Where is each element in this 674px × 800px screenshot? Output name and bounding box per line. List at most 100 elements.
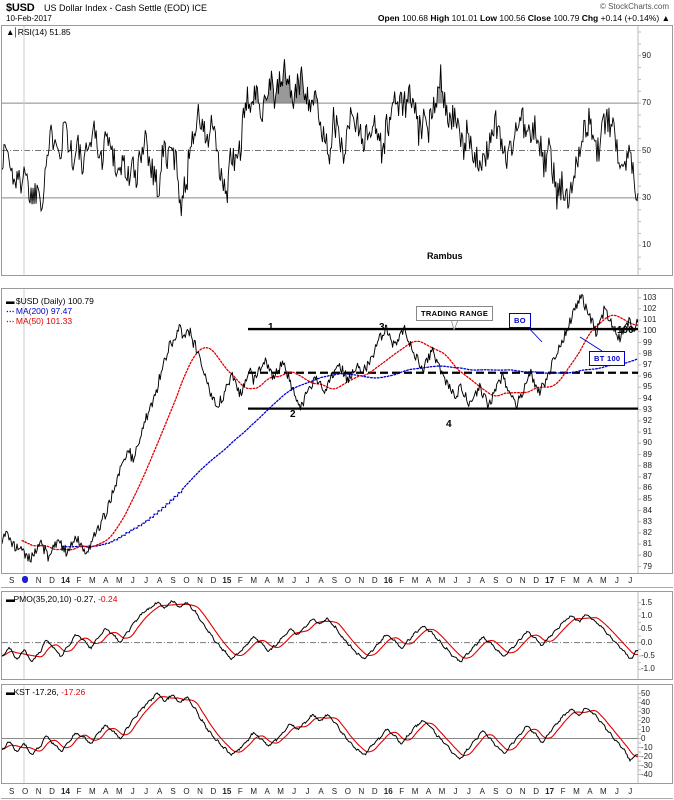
date-tick-21: J (292, 576, 297, 585)
wave-label-3: 3 (379, 322, 385, 333)
price-ytick-85: 85 (643, 494, 652, 504)
date-tick-33: J (453, 576, 458, 585)
close-label: Close (527, 13, 551, 23)
price-ytick-94: 94 (643, 393, 652, 403)
date-bottom-tick-4: 14 (61, 787, 70, 796)
price-ytick-87: 87 (643, 471, 652, 481)
date-tick-7: A (103, 576, 109, 585)
price-ytick-95: 95 (643, 382, 652, 392)
date-tick-2: N (35, 576, 42, 585)
date-tick-26: N (358, 576, 365, 585)
date-bottom-tick-7: A (103, 787, 109, 796)
date-tick-19: A (264, 576, 270, 585)
price-ytick-99: 99 (643, 337, 652, 347)
price-ytick-100: 100 (643, 326, 657, 336)
date-bottom-tick-29: F (399, 787, 405, 796)
date-bottom-tick-6: M (89, 787, 96, 796)
kst-ytick--30: -30 (641, 760, 653, 770)
wave-label-2: 2 (290, 409, 296, 420)
date-tick-34: J (466, 576, 471, 585)
pmo-ytick--1.0: -1.0 (641, 664, 655, 674)
price-ytick-97: 97 (643, 359, 652, 369)
date-bottom-tick-23: A (318, 787, 324, 796)
high-value: 101.01 (451, 13, 478, 23)
kst-ytick-50: 50 (641, 688, 650, 698)
date-tick-12: S (170, 576, 176, 585)
date-tick-4: 14 (61, 576, 70, 585)
price-plot (2, 289, 641, 573)
ma200-legend-text: MA(200) 97.47 (15, 306, 73, 316)
price-ytick-93: 93 (643, 404, 652, 414)
chart-date: 10-Feb-2017 (6, 14, 52, 23)
price-ytick-98: 98 (643, 348, 652, 358)
date-axis: SOND14FMAMJJASOND15FMAMJJASOND16FMAMJJAS… (1, 574, 673, 588)
rsi-ytick-70: 70 (642, 98, 651, 108)
date-bottom-tick-28: 16 (383, 787, 393, 796)
breakout-callout: BO (509, 313, 531, 328)
date-bottom-tick-17: F (237, 787, 243, 796)
price-ytick-92: 92 (643, 415, 652, 425)
pmo-ytick-1.5: 1.5 (641, 597, 653, 607)
open-label: Open (377, 13, 400, 23)
ma200-swatch-icon: ⋯ (6, 306, 14, 316)
pmo-legend-text: PMO(35,20,10) -0.27, (13, 594, 96, 604)
date-bottom-tick-36: S (493, 787, 499, 796)
date-tick-13: O (183, 576, 190, 585)
kst-signal-value: -17.26 (61, 687, 86, 697)
price-panel (1, 288, 673, 574)
date-axis-rule (1, 587, 673, 588)
date-bottom-tick-1: O (22, 787, 29, 796)
date-tick-8: M (115, 576, 123, 585)
date-tick-42: M (573, 576, 580, 585)
wave-label-1: 1 (268, 322, 274, 333)
kst-ytick--20: -20 (641, 751, 653, 761)
date-bottom-tick-31: A (425, 787, 432, 796)
price-legend: ▬ $USD (Daily) 100.79 ⋯ MA(200) 97.47 ⋯ … (6, 296, 94, 326)
date-bottom-tick-20: M (277, 787, 284, 796)
date-bottom-tick-27: D (371, 787, 378, 796)
date-tick-31: A (425, 576, 432, 585)
date-tick-20: M (277, 576, 284, 585)
pmo-plot (2, 592, 641, 679)
date-bottom-tick-32: M (438, 787, 446, 796)
date-bottom-tick-43: A (587, 787, 593, 796)
low-value: 100.56 (499, 13, 526, 23)
date-bottom-tick-11: A (156, 787, 163, 796)
change-arrow-icon: ▲ (661, 13, 670, 23)
date-axis-bottom: S O N D 14 F M A M J J A S O N D 15 F M A M J J A S O N D 16 F M A M J J A S… (1, 785, 673, 799)
date-bottom-tick-3: D (49, 787, 55, 796)
date-bottom-tick-37: O (506, 787, 513, 796)
rsi-ytick-90: 90 (642, 50, 651, 60)
date-tick-22: J (305, 576, 310, 585)
date-bottom-tick-5: F (76, 787, 82, 796)
price-ytick-83: 83 (643, 516, 652, 526)
date-tick-17: F (237, 576, 243, 585)
date-bottom-tick-35: A (479, 787, 486, 796)
level-100-label: 100 (617, 325, 634, 336)
price-ytick-86: 86 (643, 483, 652, 493)
high-label: High (430, 13, 450, 23)
date-tick-10: J (144, 576, 149, 585)
stockcharts-logo: © StockCharts.com (599, 2, 669, 11)
date-tick-41: F (560, 576, 566, 585)
date-bottom-tick-46: J (628, 787, 633, 796)
ticker-symbol: $USD (6, 2, 35, 14)
trading-range-callout: TRADING RANGE (416, 306, 494, 321)
close-value: 100.79 (553, 13, 580, 23)
price-ytick-88: 88 (643, 460, 652, 470)
date-bottom-tick-44: M (600, 787, 607, 796)
date-tick-3: D (49, 576, 55, 585)
date-bottom-tick-14: N (197, 787, 203, 796)
kst-ytick-0: 0 (641, 733, 646, 743)
date-tick-14: N (197, 576, 203, 585)
pmo-panel (1, 591, 673, 680)
date-bottom-tick-13: O (183, 787, 190, 796)
date-tick-32: M (438, 576, 446, 585)
chart-header: $USD US Dollar Index - Cash Settle (EOD)… (0, 0, 674, 26)
change-value: +0.14 (+0.14%) (600, 13, 660, 23)
date-bottom-tick-8: M (115, 787, 123, 796)
kst-ytick-30: 30 (641, 706, 650, 716)
price-ytick-80: 80 (643, 550, 652, 560)
kst-plot (2, 685, 641, 783)
